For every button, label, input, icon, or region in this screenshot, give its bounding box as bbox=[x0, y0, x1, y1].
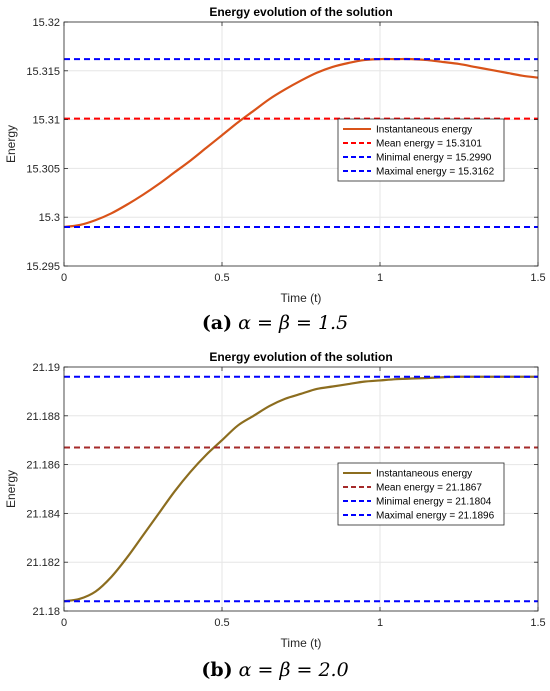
chart-a-y-tick-label: 15.315 bbox=[26, 66, 60, 78]
chart-b: 0 0.5 1 1.5 21.18 21.182 21.184 21.186 21.188 21.… bbox=[0, 345, 550, 655]
chart-b-axes-box bbox=[63, 366, 539, 612]
chart-a-series-line-0 bbox=[63, 57, 539, 229]
chart-a-legend-label-2: Minimal energy = 15.2990 bbox=[376, 153, 492, 164]
chart-a-svg: 0 0.5 1 1.5 15.295 15.3 15.305 15.31 15.315 15.32… bbox=[4, 5, 546, 305]
chart-a-y-tick-label: 15.31 bbox=[32, 115, 60, 127]
chart-a-x-tick-label: 1 bbox=[377, 272, 383, 284]
caption-b-label: (b) bbox=[201, 659, 233, 681]
chart-b-y-tick-label: 21.18 bbox=[32, 606, 60, 618]
chart-b-x-tick-label: 1 bbox=[377, 617, 383, 629]
chart-a-x-tick-label: 1.5 bbox=[530, 272, 545, 284]
chart-b-legend-label-3: Maximal energy = 21.1896 bbox=[376, 511, 495, 522]
chart-b-legend-label-1: Mean energy = 21.1867 bbox=[376, 483, 482, 494]
chart-b-y-tick-label: 21.186 bbox=[26, 460, 60, 472]
chart-a: 0 0.5 1 1.5 15.295 15.3 15.305 15.31 15.315 15.32… bbox=[0, 0, 550, 310]
chart-a-title: Energy evolution of the solution bbox=[209, 5, 392, 19]
caption-a-text: α = β = 1.5 bbox=[238, 312, 349, 334]
chart-b-y-tick-label: 21.182 bbox=[26, 557, 60, 569]
chart-b-svg: 0 0.5 1 1.5 21.18 21.182 21.184 21.186 21.188 21.… bbox=[4, 350, 546, 650]
caption-a: (a) α = β = 1.5 bbox=[0, 312, 550, 334]
chart-a-y-tick-label: 15.32 bbox=[32, 17, 60, 29]
chart-a-y-axis-label: Energy bbox=[4, 125, 18, 163]
chart-b-legend-label-2: Minimal energy = 21.1804 bbox=[376, 497, 492, 508]
caption-b: (b) α = β = 2.0 bbox=[0, 659, 550, 681]
chart-a-y-tick-label: 15.305 bbox=[26, 163, 60, 175]
chart-a-y-tick-label: 15.3 bbox=[39, 212, 60, 224]
chart-a-x-axis-label: Time (t) bbox=[281, 291, 322, 305]
chart-b-x-tick-label: 0 bbox=[61, 617, 67, 629]
chart-a-y-tick-label: 15.295 bbox=[26, 261, 60, 273]
chart-a-legend-label-0: Instantaneous energy bbox=[376, 125, 472, 136]
caption-b-text: α = β = 2.0 bbox=[238, 659, 349, 681]
chart-b-y-tick-label: 21.19 bbox=[32, 362, 60, 374]
chart-b-x-tick-label: 1.5 bbox=[530, 617, 545, 629]
chart-b-x-axis-label: Time (t) bbox=[281, 636, 322, 650]
caption-a-label: (a) bbox=[201, 312, 233, 334]
chart-b-legend-label-0: Instantaneous energy bbox=[376, 469, 472, 480]
chart-b-x-tick-label: 0.5 bbox=[214, 617, 229, 629]
chart-b-y-tick-label: 21.184 bbox=[26, 508, 60, 520]
chart-a-legend-label-3: Maximal energy = 15.3162 bbox=[376, 167, 495, 178]
chart-a-x-tick-label: 0 bbox=[61, 272, 67, 284]
chart-b-title: Energy evolution of the solution bbox=[209, 350, 392, 364]
chart-a-legend-label-1: Mean energy = 15.3101 bbox=[376, 139, 482, 150]
chart-b-y-tick-label: 21.188 bbox=[26, 411, 60, 423]
chart-a-axes-box bbox=[63, 21, 539, 267]
chart-b-y-axis-label: Energy bbox=[4, 470, 18, 508]
chart-a-x-tick-label: 0.5 bbox=[214, 272, 229, 284]
